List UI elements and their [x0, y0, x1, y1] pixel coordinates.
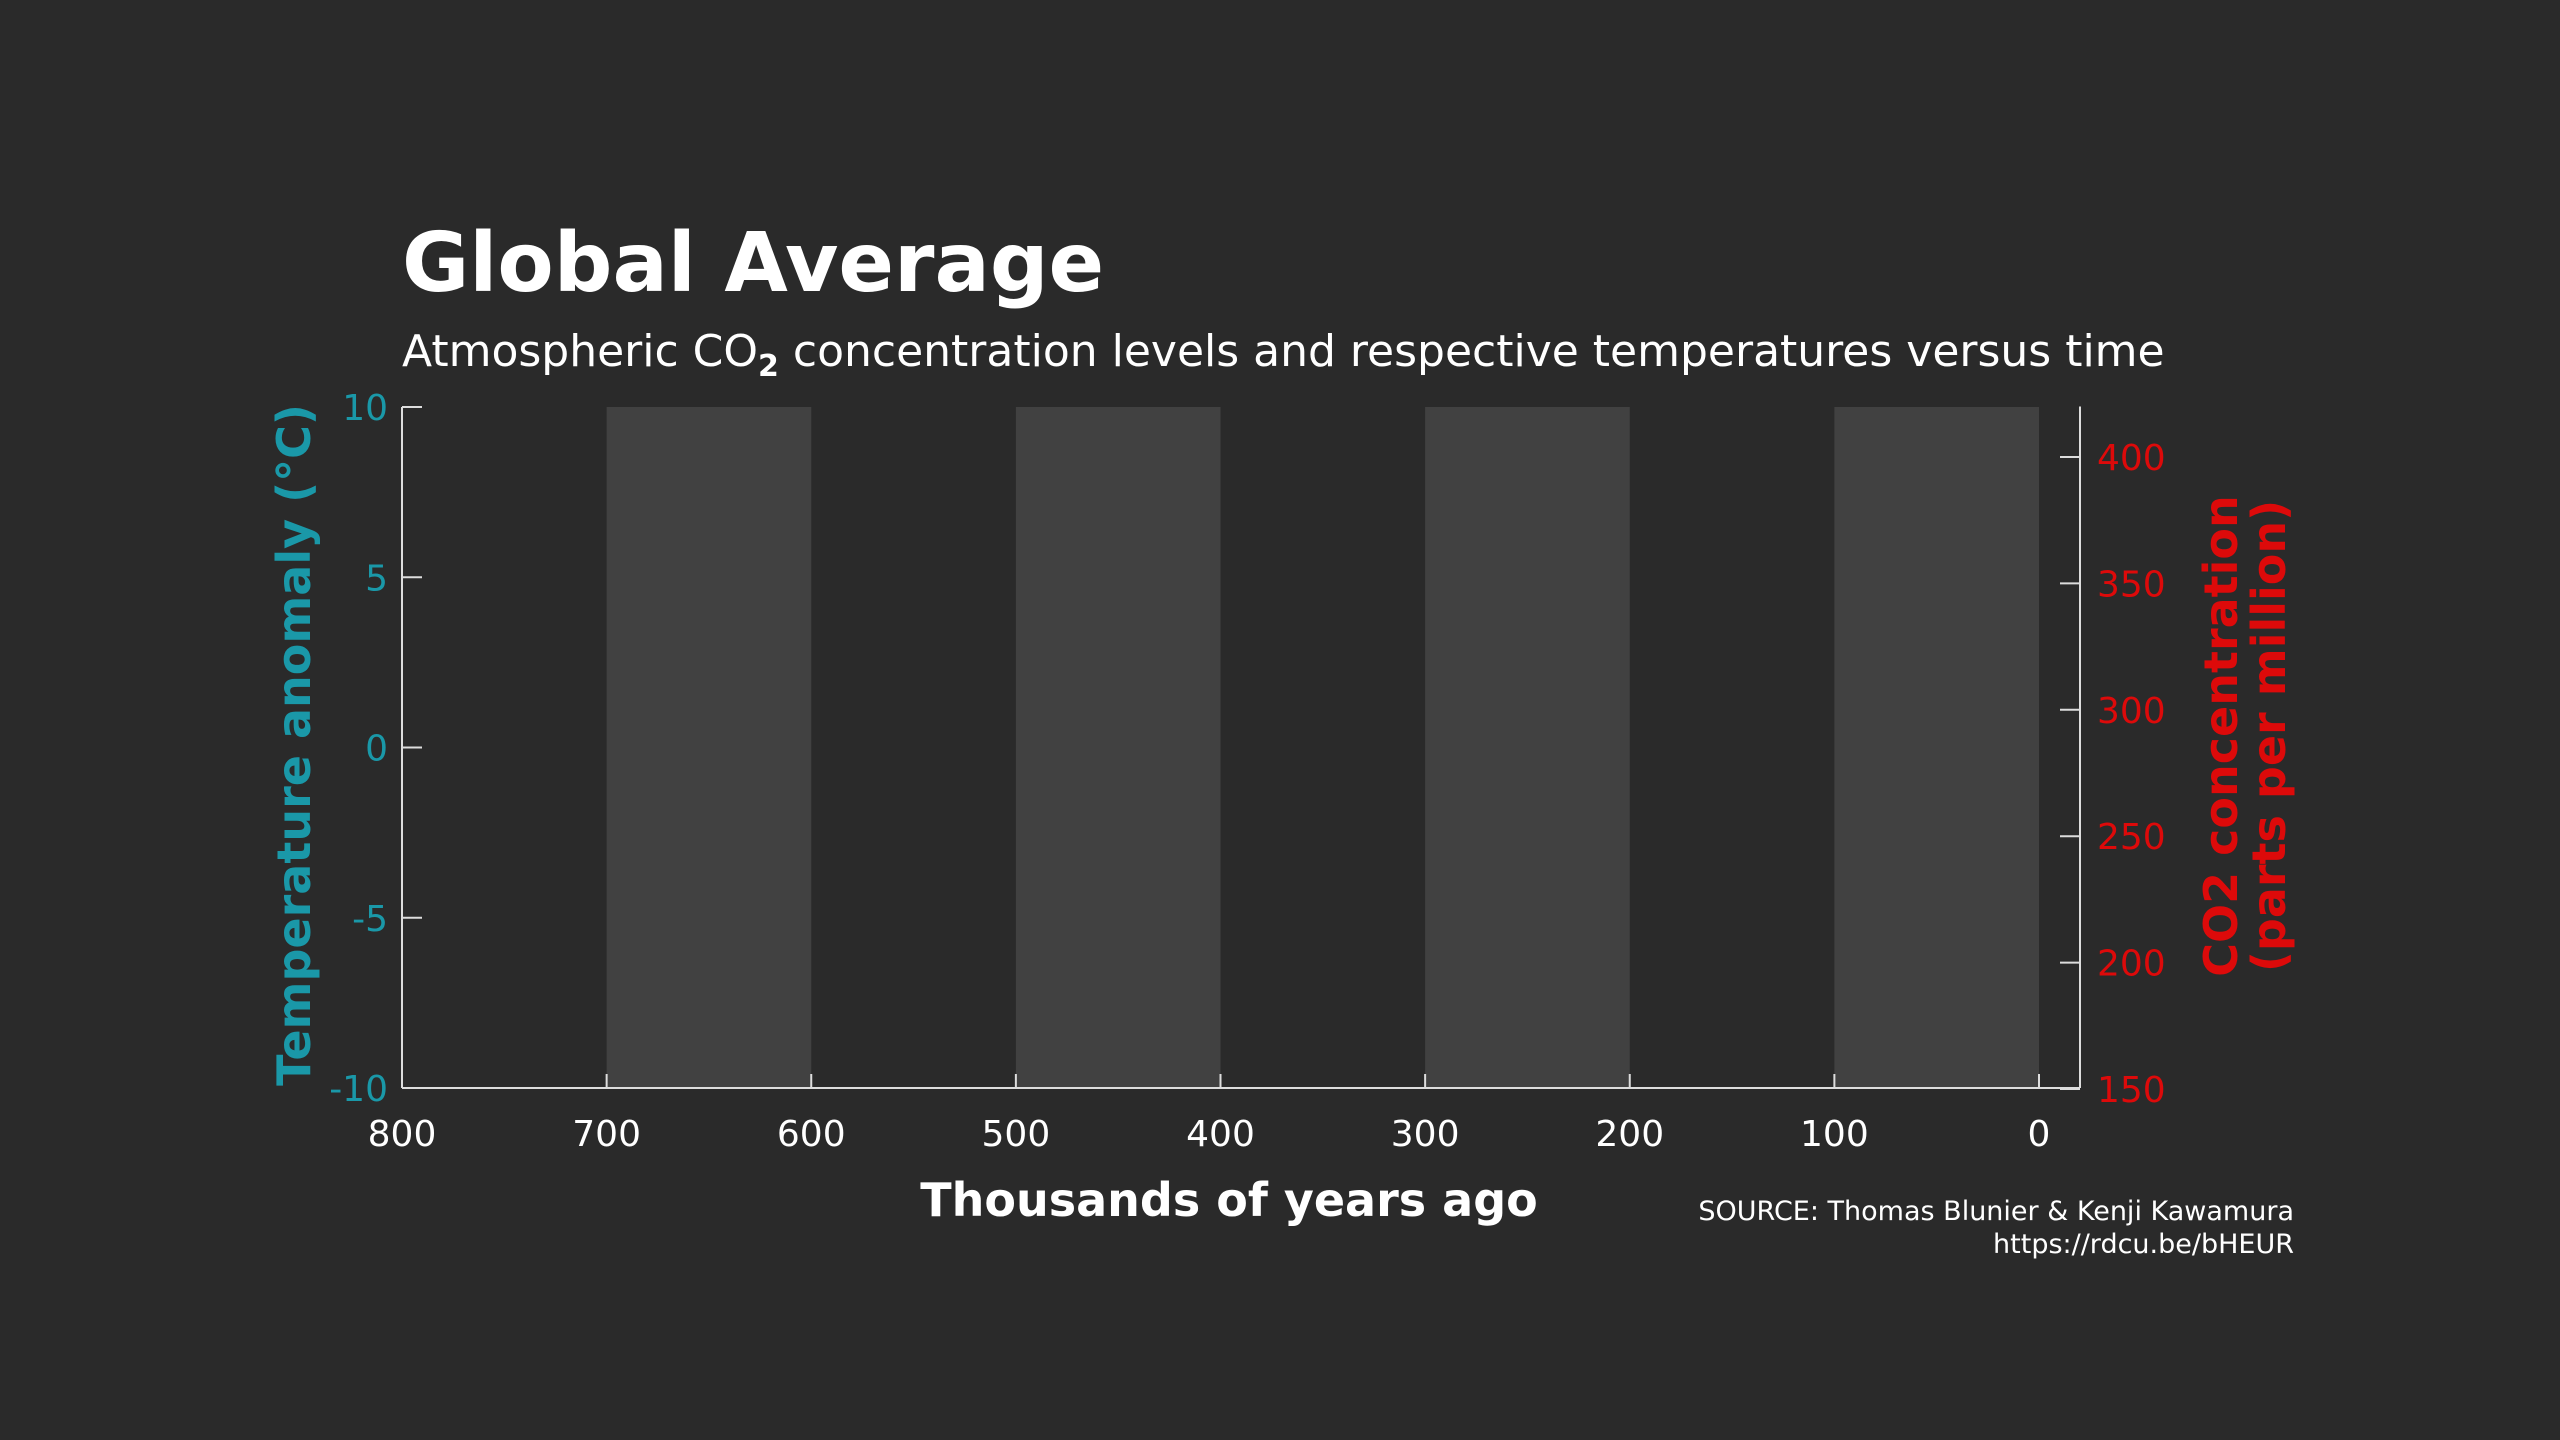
y-right-tick-label: 150 [2097, 1070, 2166, 1111]
y-right-tick-label: 250 [2097, 817, 2166, 858]
y-right-tick-label: 300 [2097, 691, 2166, 732]
shaded-band [606, 407, 812, 1088]
x-tick-label: 400 [1186, 1114, 1255, 1155]
x-tick-label: 100 [1800, 1114, 1869, 1155]
y-right-tick-label: 350 [2097, 564, 2166, 605]
source-link[interactable]: https://rdcu.be/bHEUR [1993, 1229, 2294, 1260]
y-left-tick-label: 5 [365, 558, 388, 599]
shaded-band [1425, 407, 1630, 1088]
x-axis-label: Thousands of years ago [920, 1173, 1537, 1227]
y-left-tick-label: 0 [365, 729, 388, 770]
x-tick-label: 300 [1391, 1114, 1460, 1155]
x-tick-label: 500 [982, 1114, 1051, 1155]
x-tick-label: 700 [572, 1114, 641, 1155]
chart-title: Global Average [402, 216, 1104, 311]
y-left-tick-label: -10 [329, 1069, 388, 1110]
y-left-tick-label: -5 [352, 899, 388, 940]
x-tick-label: 600 [777, 1114, 846, 1155]
shaded-band [1834, 407, 2039, 1088]
chart-subtitle: Atmospheric CO2 concentration levels and… [402, 326, 2165, 384]
y-right-tick-label: 200 [2097, 944, 2166, 985]
y-left-tick-label: 10 [342, 388, 388, 429]
y-axis-right-label-line1: CO2 concentration [2194, 495, 2248, 977]
y-axis-left-label: Temperature anomaly (°C) [267, 404, 321, 1086]
x-tick-label: 800 [368, 1114, 437, 1155]
y-right-tick-label: 400 [2097, 438, 2166, 479]
shaded-band [1015, 407, 1221, 1088]
x-tick-label: 200 [1595, 1114, 1664, 1155]
x-tick-label: 0 [2028, 1114, 2051, 1155]
source-text: SOURCE: Thomas Blunier & Kenji Kawamura [1698, 1196, 2294, 1227]
y-axis-right-label-line2: (parts per million) [2242, 500, 2296, 972]
